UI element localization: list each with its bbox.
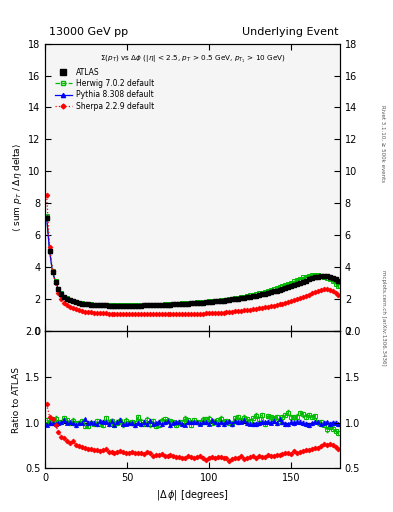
Text: Rivet 3.1.10, ≥ 500k events: Rivet 3.1.10, ≥ 500k events [381, 105, 386, 182]
X-axis label: $|\Delta\,\phi|$ [degrees]: $|\Delta\,\phi|$ [degrees] [156, 487, 229, 502]
Text: Underlying Event: Underlying Event [242, 27, 339, 37]
Text: $\Sigma(p_T)$ vs $\Delta\phi$ ($|\eta|$ < 2.5, $p_T$ > 0.5 GeV, $p_{T_1}$ > 10 G: $\Sigma(p_T)$ vs $\Delta\phi$ ($|\eta|$ … [100, 54, 285, 65]
Text: 13000 GeV pp: 13000 GeV pp [49, 27, 128, 37]
Text: mcplots.cern.ch [arXiv:1306.3436]: mcplots.cern.ch [arXiv:1306.3436] [381, 270, 386, 365]
Y-axis label: $\langle$ sum $p_T$ / $\Delta\eta$ delta$\rangle$: $\langle$ sum $p_T$ / $\Delta\eta$ delta… [11, 143, 24, 232]
Y-axis label: Ratio to ATLAS: Ratio to ATLAS [12, 367, 21, 433]
Legend: ATLAS, Herwig 7.0.2 default, Pythia 8.308 default, Sherpa 2.2.9 default: ATLAS, Herwig 7.0.2 default, Pythia 8.30… [52, 65, 157, 114]
